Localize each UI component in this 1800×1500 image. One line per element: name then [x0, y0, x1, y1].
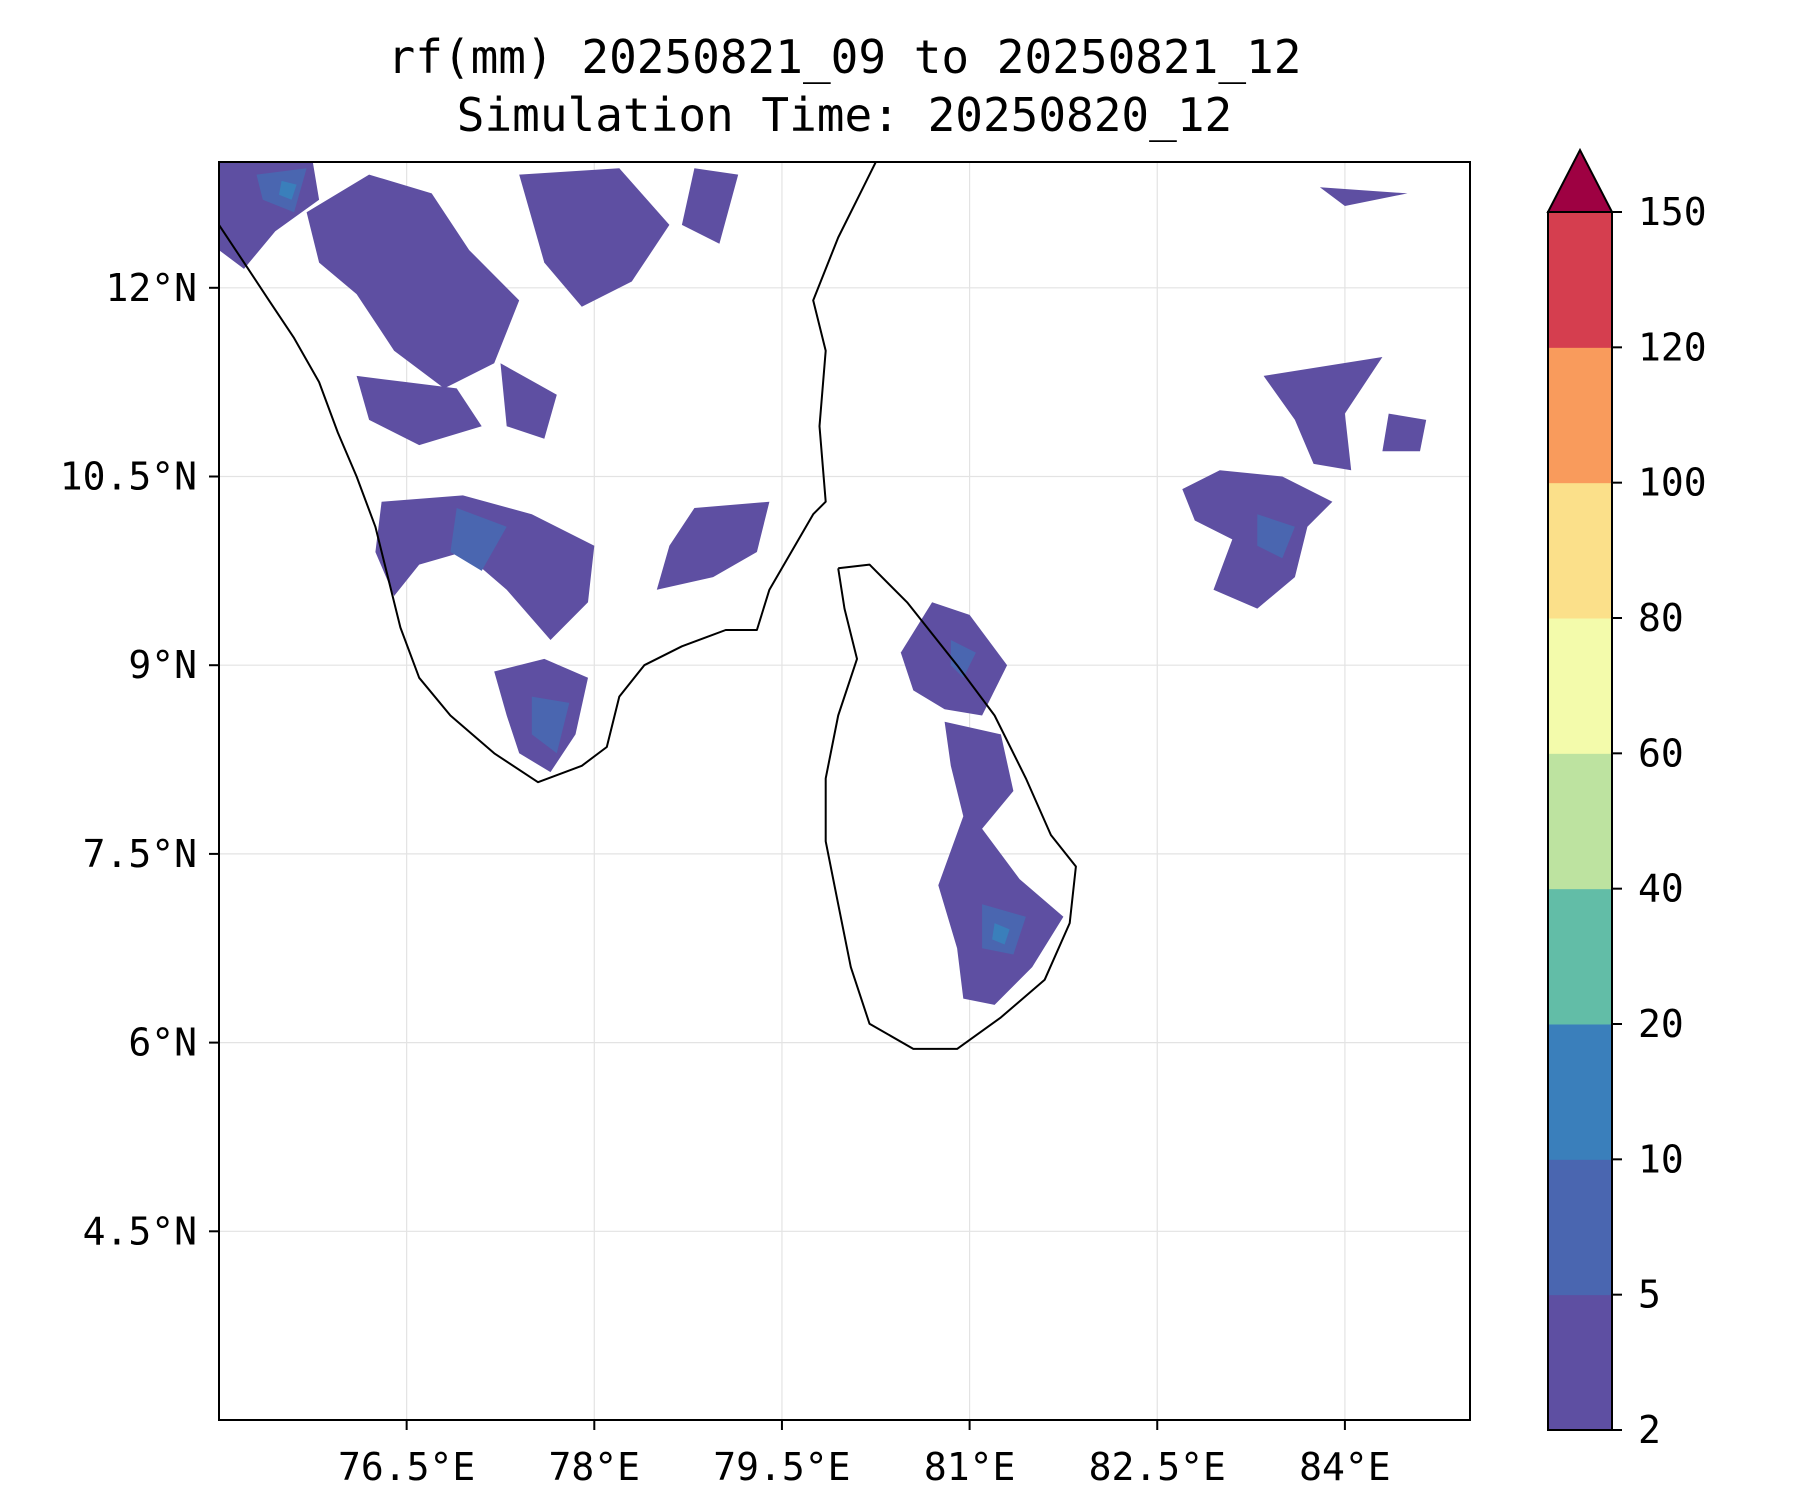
lon-tick-label: 78°E	[549, 1445, 641, 1489]
rain-region	[938, 721, 1064, 1005]
colorbar-tick-label: 80	[1638, 596, 1684, 640]
lon-tick-label: 76.5°E	[338, 1445, 475, 1489]
colorbar-extend-arrow	[1546, 147, 1614, 213]
latitude-ticks: 12°N 10.5°N 9°N 7.5°N 6°N 4.5°N	[60, 266, 219, 1253]
colorbar-segment	[1548, 753, 1612, 890]
lon-tick-label: 81°E	[924, 1445, 1016, 1489]
rain-region	[500, 363, 557, 439]
coastline	[219, 162, 877, 784]
lon-tick-label: 84°E	[1299, 1445, 1391, 1489]
colorbar-segment	[1548, 888, 1612, 1025]
colorbar-tick-label: 150	[1638, 190, 1707, 234]
rain-region	[1257, 514, 1295, 559]
colorbar-segment	[1548, 212, 1612, 348]
colorbar-tick-label: 10	[1638, 1137, 1684, 1181]
rain-region	[531, 696, 570, 754]
colorbar-tick-label: 2	[1638, 1408, 1661, 1452]
rain-region	[279, 180, 297, 200]
title-line-2: Simulation Time: 20250820_12	[456, 88, 1233, 142]
rain-region	[375, 495, 595, 640]
colorbar-tick-label: 5	[1638, 1273, 1661, 1317]
colorbar-segment	[1548, 1159, 1612, 1296]
coastlines	[219, 162, 1077, 1050]
lon-tick-label: 82.5°E	[1089, 1445, 1226, 1489]
colorbar-segment	[1548, 1294, 1612, 1431]
colorbar-tick-label: 20	[1638, 1002, 1684, 1046]
lat-tick-label: 7.5°N	[83, 832, 197, 876]
longitude-ticks: 76.5°E 78°E 79.5°E 81°E 82.5°E 84°E	[338, 1420, 1391, 1489]
rain-region	[992, 923, 1010, 945]
rain-region	[1319, 187, 1408, 206]
lat-tick-label: 9°N	[128, 643, 197, 687]
lon-tick-label: 79.5°E	[713, 1445, 850, 1489]
rain-region	[1382, 413, 1427, 452]
map-frame	[218, 161, 1471, 1421]
colorbar-segment	[1548, 1024, 1612, 1160]
rainfall-contours	[219, 162, 1427, 1005]
colorbar-tick-label: 100	[1638, 461, 1707, 505]
title-line-1: rf(mm) 20250821_09 to 20250821_12	[387, 30, 1302, 84]
rain-region	[1263, 357, 1383, 471]
colorbar-tick-label: 120	[1638, 325, 1707, 369]
rain-region	[950, 640, 976, 678]
rain-region	[450, 508, 507, 571]
colorbar-tick-label: 40	[1638, 867, 1684, 911]
lat-tick-label: 10.5°N	[60, 455, 197, 499]
rain-region	[356, 375, 482, 446]
colorbar-frame	[1547, 211, 1613, 1431]
rain-region	[306, 174, 520, 389]
colorbar-segment	[1548, 482, 1612, 619]
lat-tick-label: 4.5°N	[83, 1209, 197, 1253]
rain-region	[681, 168, 739, 244]
lat-tick-label: 12°N	[105, 266, 197, 310]
colorbar-segment	[1548, 347, 1612, 484]
rain-region	[656, 501, 770, 590]
rain-region	[519, 168, 670, 307]
colorbar: 2 5 10 20 40 60 80 100 120 150	[1546, 147, 1707, 1452]
colorbar-segment	[1548, 618, 1612, 754]
chart-title: rf(mm) 20250821_09 to 20250821_12 Simula…	[219, 28, 1470, 144]
lat-tick-label: 6°N	[128, 1021, 197, 1065]
coastline	[824, 563, 1077, 1050]
colorbar-tick-label: 60	[1638, 731, 1684, 775]
